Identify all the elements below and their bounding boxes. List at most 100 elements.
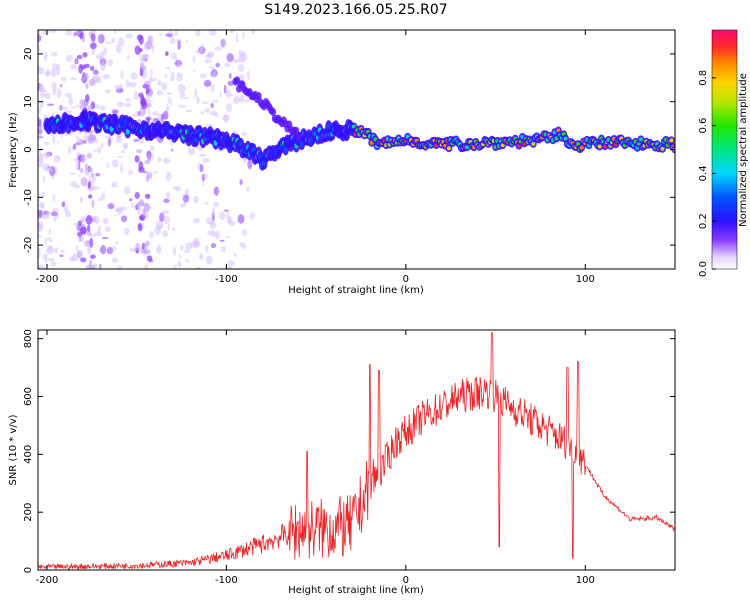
colorbar-tick-label: 0.4 <box>698 165 709 181</box>
colorbar-tick-label: 0.8 <box>698 70 709 86</box>
spectrogram-speckle <box>57 141 60 144</box>
spectrogram-speckle <box>205 255 213 265</box>
x-tick-label: -100 <box>215 274 238 285</box>
spectrogram-speckle <box>38 235 42 238</box>
spectrogram-speckle <box>100 61 106 72</box>
spectrogram-stripe <box>91 172 95 178</box>
spectrogram-speckle <box>76 135 80 144</box>
spectrogram-speckle <box>162 157 171 164</box>
spectrogram-speckle <box>91 47 96 56</box>
spectrogram-speckle <box>114 84 121 90</box>
spectrogram-stripe <box>142 84 149 89</box>
spectrogram-speckle <box>197 162 200 171</box>
spectrogram-speckle <box>44 167 53 172</box>
spectrogram-stripe <box>78 138 84 146</box>
spectrogram-speckle <box>125 97 131 103</box>
spectrogram-speckle <box>187 147 195 156</box>
spectrogram-speckle <box>166 92 173 96</box>
spectrogram-speckle <box>223 84 227 94</box>
spectrogram-speckle <box>96 146 102 154</box>
spectrogram-speckle <box>38 34 42 42</box>
x-tick-label: -100 <box>215 575 238 586</box>
spectrogram-speckle <box>65 210 72 218</box>
x-tick-label: -200 <box>36 274 59 285</box>
spectrogram-speckle <box>130 202 135 208</box>
colorbar-tick-label: 0.0 <box>698 261 709 277</box>
spectrogram-stripe <box>85 214 93 225</box>
spectrogram-y-label: Frequency (Hz) <box>8 112 19 188</box>
spectrogram-speckle <box>158 33 163 36</box>
spectrogram-speckle <box>231 59 240 64</box>
spectrogram-stripe <box>136 34 143 41</box>
spectrogram-speckle <box>193 68 196 73</box>
x-tick-label: 0 <box>403 274 409 285</box>
spectrogram-speckle <box>38 222 41 229</box>
spectrogram-speckle <box>38 152 44 163</box>
spectrogram-speckle <box>97 225 101 230</box>
spectrogram-speckle <box>64 92 73 98</box>
spectrogram-speckle <box>179 245 184 251</box>
spectrogram-speckle <box>95 173 101 177</box>
spectrogram-speckle <box>112 257 118 263</box>
spectrogram-speckle <box>53 154 61 163</box>
spectrogram-speckle <box>159 212 165 222</box>
spectrogram-stripe <box>87 181 91 189</box>
spectrogram-stripe <box>142 53 149 59</box>
spectrogram-speckle <box>240 131 247 136</box>
spectrogram-ridge-core <box>669 138 674 143</box>
spectrogram-speckle <box>99 51 105 61</box>
spectrogram-speckle <box>116 155 124 158</box>
spectrogram-speckle <box>164 74 168 78</box>
spectrogram-speckle <box>165 171 172 182</box>
spectrogram-speckle <box>93 149 97 153</box>
spectrogram-speckle <box>99 263 102 269</box>
spectrogram-stripe <box>80 226 87 234</box>
spectrogram-speckle <box>77 174 82 177</box>
spectrogram-ridge-core <box>660 146 665 151</box>
spectrogram-stripe <box>79 32 84 40</box>
spectrogram-speckle <box>161 210 170 215</box>
spectrogram-stripe <box>80 64 87 70</box>
spectrogram-speckle <box>157 225 163 229</box>
spectrogram-speckle <box>237 54 245 63</box>
spectrogram-speckle <box>44 92 51 100</box>
spectrogram-speckle <box>44 70 51 77</box>
spectrogram-stripe <box>80 177 88 187</box>
spectrogram-stripe <box>86 167 94 173</box>
spectrogram-speckle <box>177 84 186 93</box>
spectrogram-speckle <box>67 110 73 114</box>
spectrogram-speckle <box>50 211 58 217</box>
spectrogram-speckle <box>99 105 106 111</box>
spectrogram-speckle <box>161 82 168 91</box>
spectrogram-stripe <box>89 237 93 248</box>
snr-panel: -200 -100 0 100 0 200 400 600 800 Height of stra… <box>8 329 676 596</box>
spectrogram-stripe <box>140 101 148 110</box>
spectrogram-speckle <box>120 215 128 223</box>
spectrogram-speckle <box>120 150 126 154</box>
spectrogram-speckle <box>38 67 45 75</box>
spectrogram-speckle <box>128 198 133 202</box>
spectrogram-speckle <box>195 50 200 54</box>
spectrogram-stripe <box>88 78 95 87</box>
spectrogram-speckle <box>152 171 159 174</box>
spectrogram-speckle <box>246 70 250 81</box>
spectrogram-speckle <box>225 89 232 99</box>
spectrogram-speckle <box>170 52 177 61</box>
spectrogram-speckle <box>167 95 170 104</box>
spectrogram-speckle <box>213 201 220 208</box>
spectrogram-speckle <box>200 43 204 51</box>
colorbar-tick-label: 0.6 <box>698 118 709 134</box>
spectrogram-speckle <box>204 201 209 205</box>
x-tick-label: 0 <box>403 575 409 586</box>
spectrogram-speckle <box>193 237 200 247</box>
spectrogram-speckle <box>129 81 137 88</box>
spectrogram-speckle <box>156 90 164 96</box>
spectrogram-stripe <box>78 235 82 243</box>
y-tick-label: 200 <box>23 503 34 522</box>
spectrogram-speckle <box>228 72 232 80</box>
spectrogram-speckle <box>148 231 154 238</box>
spectrogram-speckle <box>60 84 63 88</box>
spectrogram-speckle <box>95 103 100 110</box>
spectrogram-speckle <box>219 239 225 242</box>
